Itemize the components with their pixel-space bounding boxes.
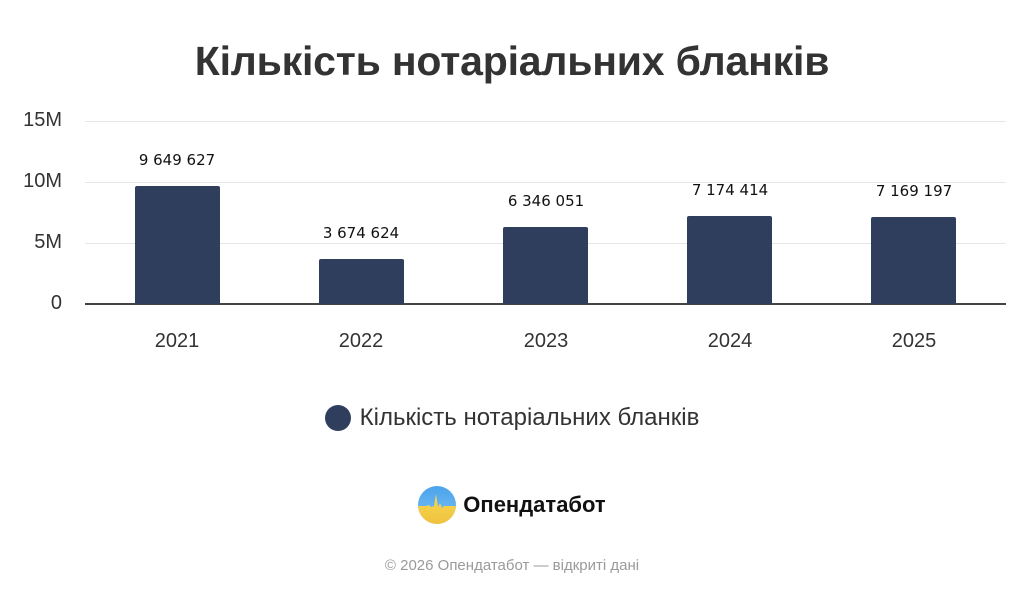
y-tick-label: 0 xyxy=(50,292,62,314)
brand[interactable]: Опендатабот xyxy=(0,486,1024,524)
x-tick-label: 2022 xyxy=(338,330,384,352)
bar-2021[interactable] xyxy=(135,186,220,304)
chart-title: Кількість нотаріальних бланків xyxy=(194,38,830,84)
gridline xyxy=(85,121,1006,122)
bar-2022[interactable] xyxy=(319,259,404,304)
legend-marker-icon xyxy=(324,405,351,431)
bar-value-label: 7 169 197 xyxy=(875,182,953,200)
y-tick-label: 15M xyxy=(23,109,62,131)
bar-value-label: 7 174 414 xyxy=(691,181,769,199)
bar-2023[interactable] xyxy=(503,227,588,304)
footer-copyright: © 2026 Опендатабот — відкриті дані xyxy=(384,557,640,574)
x-tick-label: 2025 xyxy=(891,330,937,352)
bar-value-label: 9 649 627 xyxy=(138,151,216,169)
bar-2025[interactable] xyxy=(871,217,956,304)
x-axis-line xyxy=(85,303,1006,305)
x-tick-label: 2021 xyxy=(154,330,200,352)
y-tick-label: 10M xyxy=(23,170,62,192)
y-tick-label: 5M xyxy=(34,231,62,253)
legend-label: Кількість нотаріальних бланків xyxy=(359,404,700,431)
gridline xyxy=(85,182,1006,183)
bar-value-label: 3 674 624 xyxy=(322,224,400,242)
bar-value-label: 6 346 051 xyxy=(507,192,585,210)
bar-2024[interactable] xyxy=(687,216,772,304)
x-tick-label: 2024 xyxy=(707,330,753,352)
x-tick-label: 2023 xyxy=(523,330,569,352)
bar-chart: 0 5M 10M 15M 9 649 627 2021 3 674 624 2022 6 346… xyxy=(23,109,1006,352)
chart-legend[interactable]: Кількість нотаріальних бланків xyxy=(0,404,1024,432)
brand-name: Опендатабот xyxy=(463,492,606,517)
opendatabot-logo-icon xyxy=(418,486,457,524)
